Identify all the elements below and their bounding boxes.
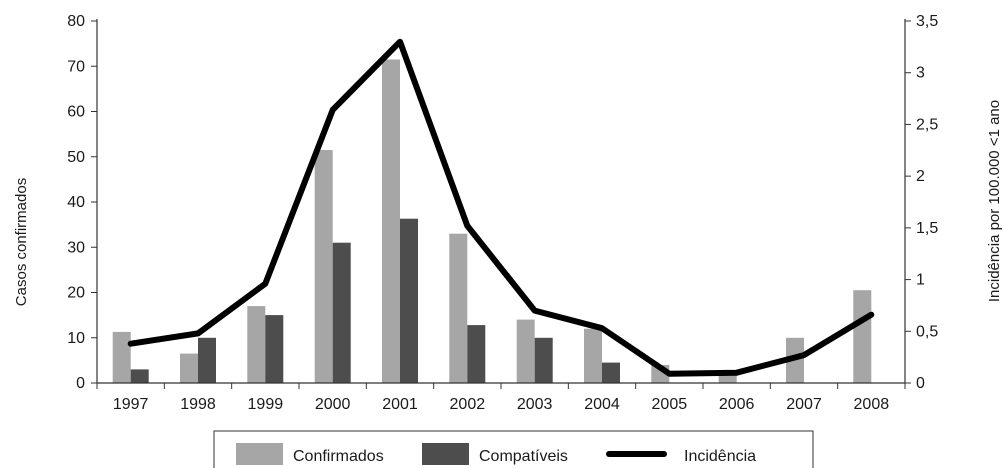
y-tick-label: 20 [67,285,85,302]
bar-compatveis-2001 [400,218,418,383]
x-tick-label: 2002 [450,396,486,413]
y-tick-label: 70 [67,58,85,75]
bar-confirmados-2001 [382,59,400,383]
legend-box [213,430,814,468]
y-tick-label: 60 [67,104,85,121]
x-tick-label: 2008 [854,396,890,413]
x-tick-label: 1998 [180,396,216,413]
y2-tick-label: 1,5 [916,220,938,237]
legend: Confirmados Compatíveis Incidência [213,430,814,468]
legend-swatch-confirmados [236,443,283,465]
y2-tick-label: 3 [916,65,925,82]
bar-compatveis-1998 [198,337,216,384]
bar-confirmados-2000 [314,150,333,383]
y-tick-label: 80 [67,13,85,30]
y2-tick-label: 0 [916,375,925,392]
incidence-line-layer [127,38,875,377]
y2-tick-label: 1 [916,272,925,289]
bar-compatveis-1997 [130,369,149,383]
x-tick-label: 2001 [382,396,418,413]
legend-label-incidncia: Incidência [684,448,756,465]
legend-swatch-compatveis [422,443,469,465]
bar-compatveis-2000 [332,242,351,383]
legend-label-compatveis: Compatíveis [479,448,568,465]
bar-confirmados-2003 [516,319,535,383]
y-tick-label: 50 [67,149,85,166]
bar-compatveis-2002 [467,325,486,383]
x-tick-label: 2005 [652,396,688,413]
bars-layer [112,59,872,384]
x-tick-label: 2000 [315,396,351,413]
bar-confirmados-1997 [112,331,131,383]
y-tick-label: 0 [76,375,85,392]
y2-tick-label: 2,5 [916,116,938,133]
y2-tick-label: 3,5 [916,13,938,30]
y2-axis-title: Incidência por 100.000 <1 ano [986,100,1003,302]
bar-compatveis-2003 [534,337,553,384]
legend-label-confirmados: Confirmados [293,448,384,465]
x-tick-label: 1999 [248,396,284,413]
bar-compatveis-2004 [602,362,620,383]
bar-confirmados-1998 [180,353,198,383]
y2-tick-label: 2 [916,168,925,185]
x-tick-label: 2007 [786,396,822,413]
bar-confirmados-2004 [584,328,602,383]
bar-confirmados-2002 [449,233,468,383]
ticks-layer: 0 10 20 30 40 50 60 70 80 0 0,5 1 1,5 2 2,5 3 3,5 1997 199… [67,13,938,413]
bar-compatveis-1999 [265,315,284,383]
bar-confirmados-2008 [853,290,872,383]
y-tick-label: 40 [67,194,85,211]
x-tick-label: 1997 [113,396,149,413]
y-tick-label: 10 [67,330,85,347]
bar-confirmados-1999 [247,306,266,383]
bar-confirmados-2006 [718,371,737,383]
x-tick-label: 2003 [517,396,553,413]
incidence-line [127,38,875,377]
x-tick-label: 2004 [584,396,620,413]
y-tick-label: 30 [67,239,85,256]
axes-layer [96,19,906,384]
x-tick-label: 2006 [719,396,755,413]
y-axis-title: Casos confirmados [13,178,30,306]
y2-tick-label: 0,5 [916,323,938,340]
